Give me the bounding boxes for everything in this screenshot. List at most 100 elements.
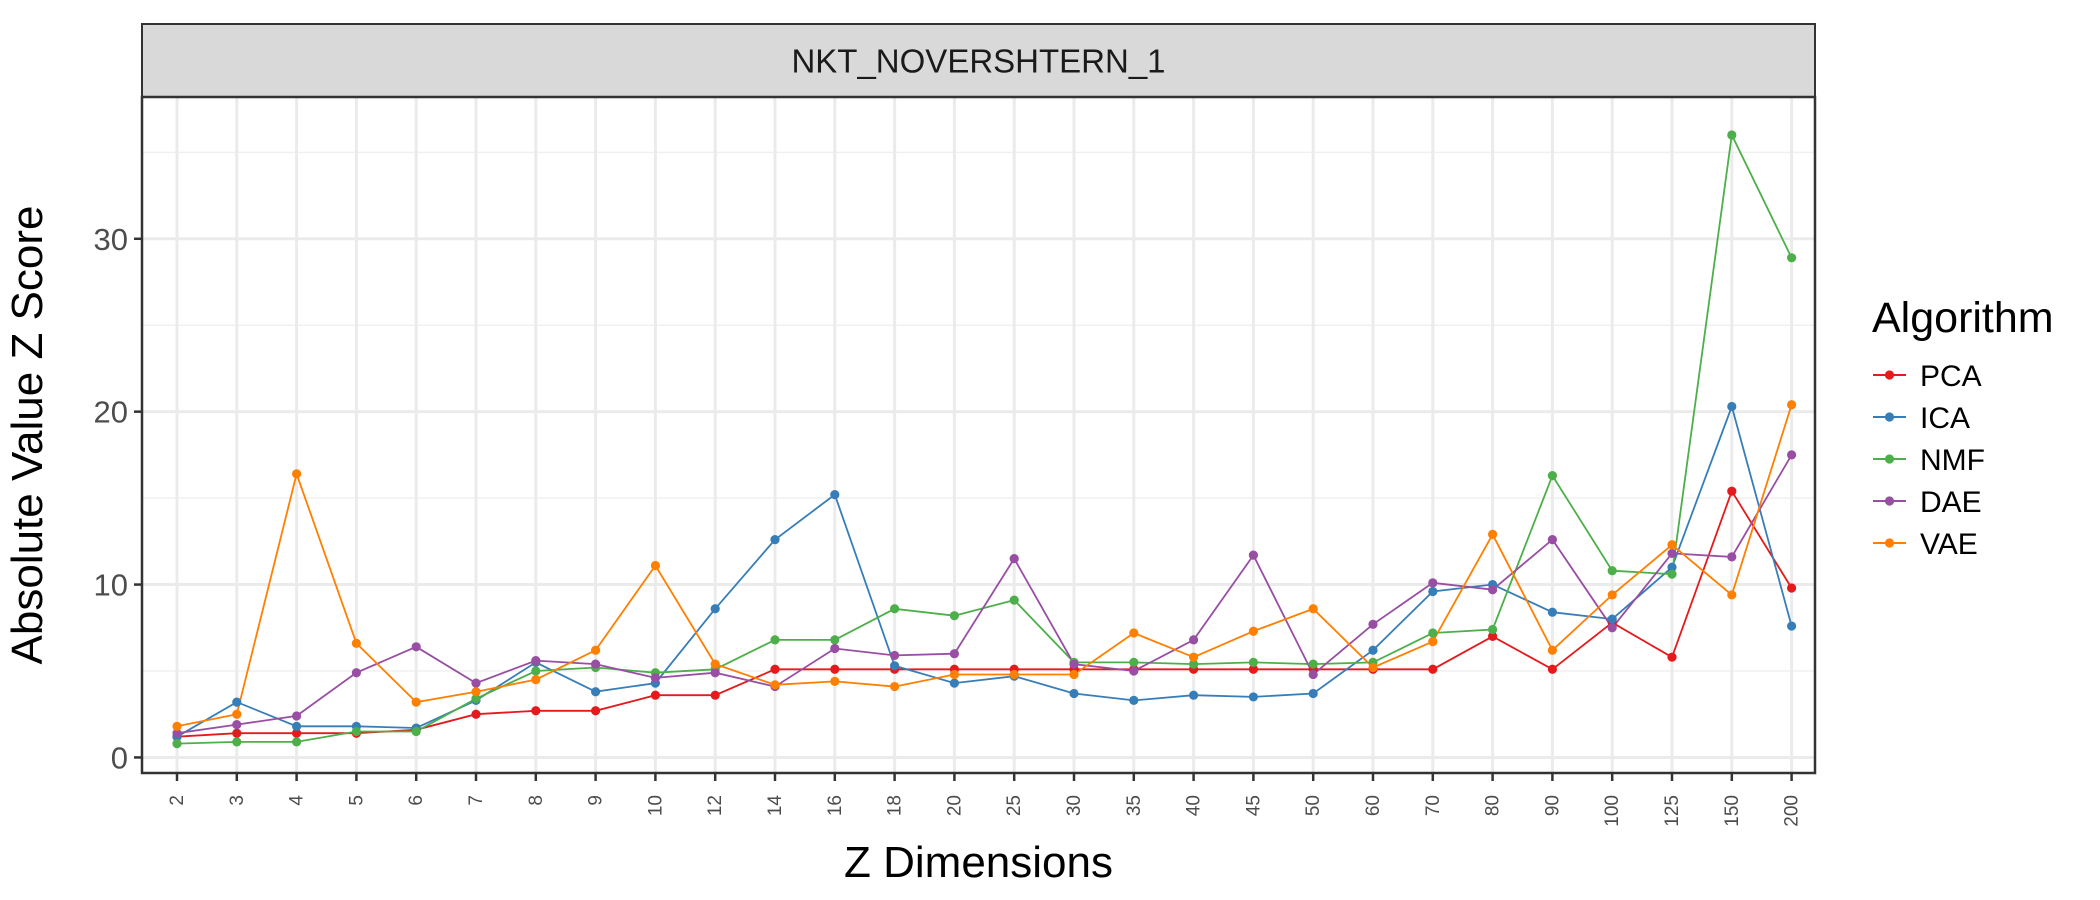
data-point-vae xyxy=(710,659,720,669)
data-point-dae xyxy=(1488,585,1498,595)
x-tick-label: 70 xyxy=(1423,795,1444,816)
series-line-vae xyxy=(176,404,1793,728)
x-tick-label: 50 xyxy=(1303,795,1324,816)
data-point-nmf xyxy=(1129,657,1139,667)
data-point-vae xyxy=(1189,652,1199,662)
data-point-dae xyxy=(232,719,242,730)
x-tick-label: 5 xyxy=(346,795,367,806)
legend-key-point-dae xyxy=(1884,496,1895,506)
y-tick-label: 10 xyxy=(94,568,128,603)
data-point-ica xyxy=(949,678,960,688)
data-point-nmf xyxy=(1607,566,1617,576)
x-tick-label: 7 xyxy=(466,795,487,806)
data-point-dae xyxy=(1069,659,1079,669)
data-point-ica xyxy=(770,534,780,545)
x-tick-label: 60 xyxy=(1363,795,1384,816)
data-point-dae xyxy=(292,711,302,721)
legend-label-pca: PCA xyxy=(1920,360,1982,393)
data-point-pca xyxy=(531,706,541,716)
x-tick-label: 9 xyxy=(586,795,607,806)
x-tick-label: 14 xyxy=(765,795,786,817)
data-point-ica xyxy=(1069,688,1079,699)
data-point-vae xyxy=(770,680,780,690)
data-point-dae xyxy=(531,656,541,666)
data-point-dae xyxy=(351,668,361,678)
data-point-vae xyxy=(1308,604,1318,614)
data-point-pca xyxy=(710,690,720,700)
x-tick-label: 10 xyxy=(645,795,666,816)
data-point-vae xyxy=(650,560,661,571)
data-point-dae xyxy=(1189,635,1199,645)
legend-label-nmf: NMF xyxy=(1920,444,1985,477)
data-point-nmf xyxy=(172,739,182,749)
data-point-vae xyxy=(1547,645,1557,655)
x-tick-label: 4 xyxy=(287,795,308,806)
data-point-ica xyxy=(1787,621,1797,631)
data-point-nmf xyxy=(830,635,840,645)
x-tick-label: 45 xyxy=(1243,795,1264,816)
data-point-pca xyxy=(650,690,661,700)
data-point-ica xyxy=(1428,586,1438,597)
data-point-ica xyxy=(1727,401,1737,412)
x-tick-label: 6 xyxy=(406,795,427,806)
y-tick-label: 30 xyxy=(94,222,128,257)
x-tick-label: 125 xyxy=(1662,795,1683,827)
data-point-vae xyxy=(1488,529,1498,540)
x-tick-label: 20 xyxy=(944,795,965,816)
data-point-dae xyxy=(471,678,481,688)
data-point-nmf xyxy=(1667,569,1677,579)
data-point-nmf xyxy=(890,604,900,614)
x-tick-label: 25 xyxy=(1004,795,1025,816)
data-point-ica xyxy=(1607,614,1617,624)
data-point-pca xyxy=(1667,652,1677,662)
data-point-vae xyxy=(591,645,601,655)
data-point-vae xyxy=(949,669,960,680)
data-point-nmf xyxy=(1787,253,1797,263)
data-point-ica xyxy=(1368,645,1378,655)
data-point-vae xyxy=(172,721,182,731)
x-axis-title: Z Dimensions xyxy=(844,838,1113,887)
data-point-ica xyxy=(710,604,720,614)
data-point-pca xyxy=(1727,486,1737,496)
data-point-nmf xyxy=(1248,657,1258,667)
legend: Algorithm PCA ICA NMF DAE VAE xyxy=(1872,294,2054,561)
data-point-nmf xyxy=(1488,624,1498,635)
data-point-vae xyxy=(1248,626,1258,636)
x-tick-label: 200 xyxy=(1782,795,1803,827)
data-point-ica xyxy=(1547,607,1557,617)
data-point-vae xyxy=(232,709,242,719)
data-point-pca xyxy=(770,664,780,674)
data-point-nmf xyxy=(1428,628,1438,638)
data-point-nmf xyxy=(351,726,361,737)
data-point-vae xyxy=(1787,400,1797,410)
data-point-vae xyxy=(1009,669,1019,680)
x-tick-label: 30 xyxy=(1064,795,1085,816)
series-line-dae xyxy=(176,454,1793,735)
data-point-pca xyxy=(232,728,242,738)
data-point-nmf xyxy=(770,635,780,645)
data-point-pca xyxy=(1248,664,1258,674)
data-point-dae xyxy=(1547,534,1557,545)
x-tick-label: 100 xyxy=(1602,795,1623,827)
facet-label: NKT_NOVERSHTERN_1 xyxy=(791,43,1165,80)
series-layer xyxy=(172,130,1797,749)
data-point-ica xyxy=(1189,690,1199,700)
data-point-vae xyxy=(830,676,840,686)
data-point-nmf xyxy=(1727,130,1737,140)
data-point-ica xyxy=(830,490,840,500)
data-point-ica xyxy=(292,721,302,731)
data-point-vae xyxy=(411,697,421,707)
data-point-dae xyxy=(1248,550,1258,560)
data-point-nmf xyxy=(1009,595,1019,605)
gridlines xyxy=(142,97,1815,773)
x-tick-label: 12 xyxy=(705,795,726,816)
x-tick-label: 2 xyxy=(167,795,188,806)
data-point-vae xyxy=(1607,590,1617,600)
x-tick-label: 80 xyxy=(1483,795,1504,816)
data-point-ica xyxy=(1129,695,1139,705)
data-point-dae xyxy=(411,642,421,652)
x-tick-label: 8 xyxy=(526,795,547,806)
data-point-pca xyxy=(1547,664,1557,674)
